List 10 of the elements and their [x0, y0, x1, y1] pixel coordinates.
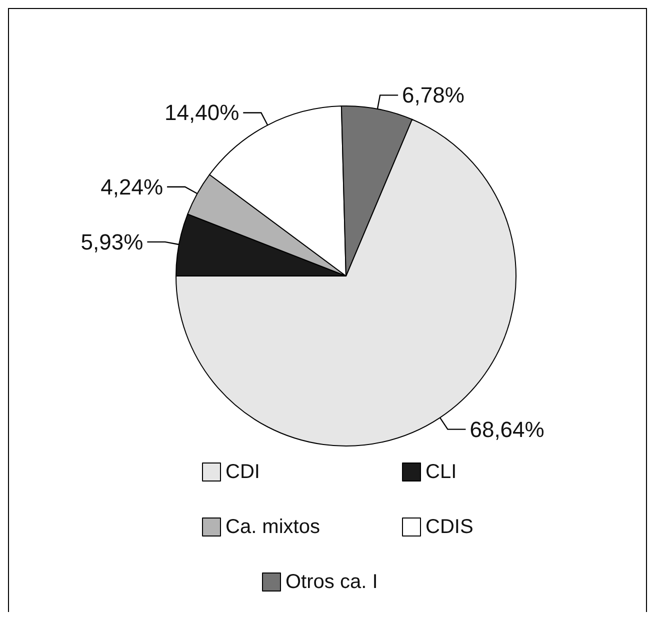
data-label: 6,78%	[402, 82, 464, 108]
data-label: 14,40%	[164, 100, 240, 126]
legend-label: CDI	[226, 461, 260, 483]
data-label: 5,93%	[80, 229, 144, 254]
legend-label: Otros ca. I	[286, 571, 378, 593]
legend-label: CDIS	[426, 516, 474, 538]
legend-label: CLI	[426, 461, 457, 483]
data-label: 4,24%	[100, 174, 164, 200]
legend-label: Ca. mixtos	[226, 516, 320, 538]
data-label: 68,64%	[470, 416, 544, 442]
